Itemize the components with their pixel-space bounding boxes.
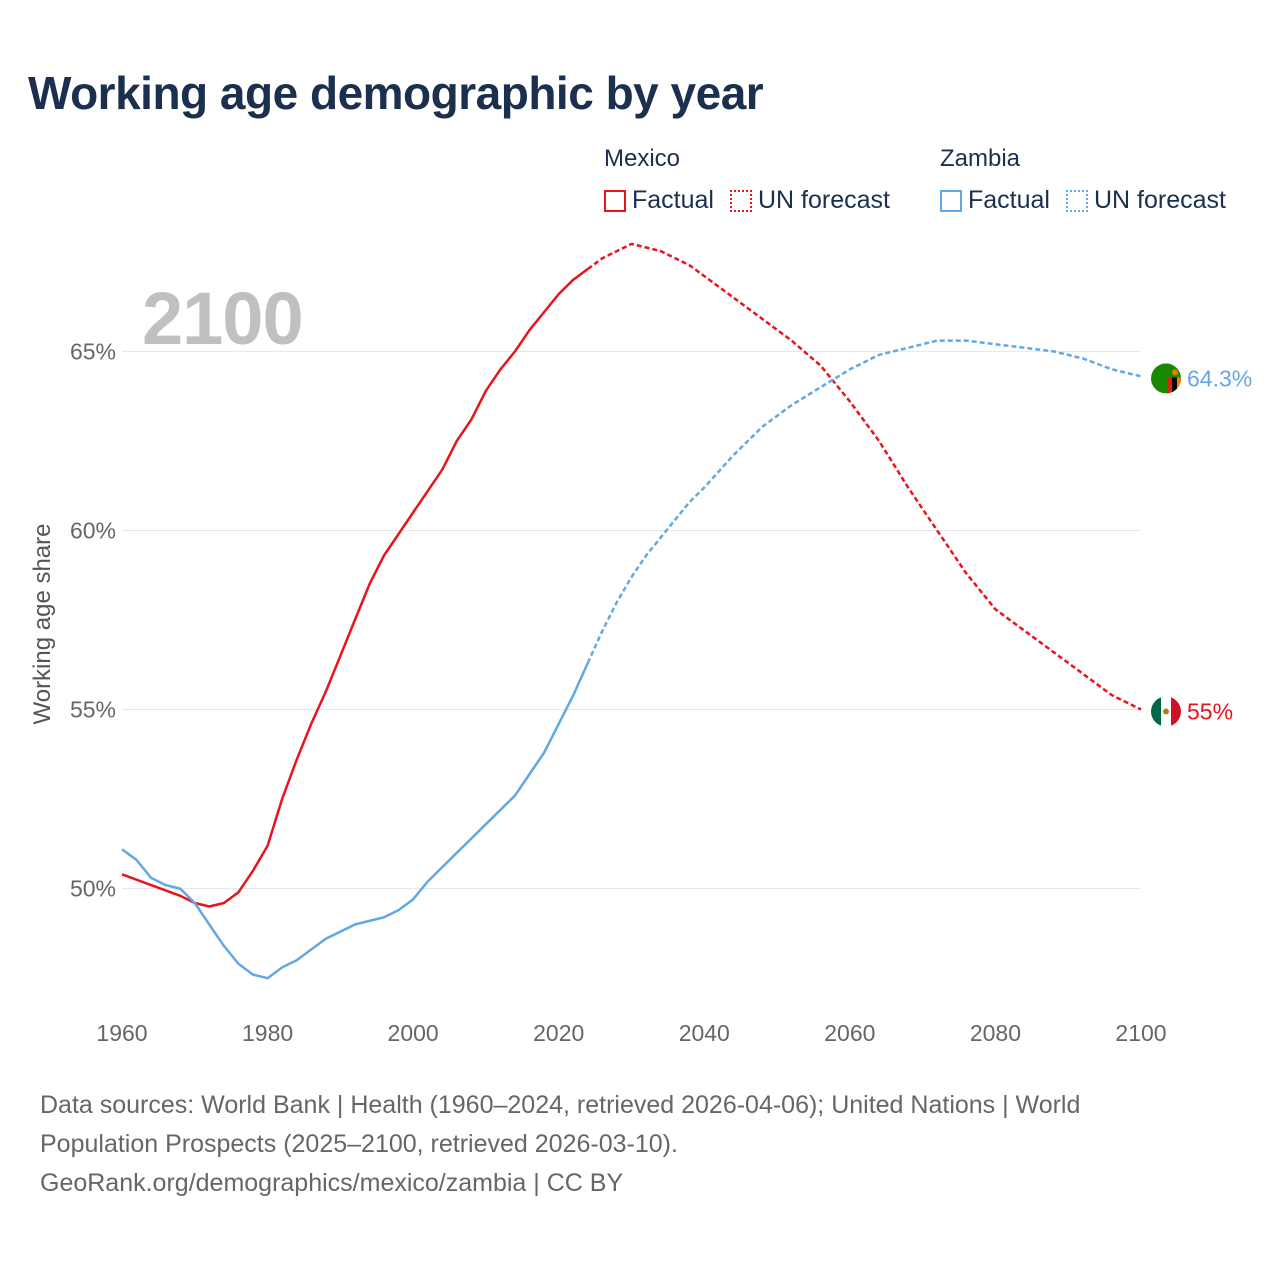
legend-group-label: Mexico [604,145,681,172]
end-value-label: 55% [1187,699,1233,725]
legend-swatch-dotted [729,189,752,212]
legend-item-zambia-factual[interactable]: Factual [940,186,1050,215]
series-line-zambia-forecast[interactable] [586,339,1142,664]
x-tick-label: 1960 [96,1020,147,1046]
x-tick-label: 2000 [388,1020,439,1046]
series [121,242,1142,980]
zambia-flag-icon [1151,363,1181,394]
series-line-mexico-factual[interactable] [121,267,589,908]
y-tick-label: 50% [70,876,116,902]
x-tick-label: 2080 [970,1020,1021,1046]
x-tick-label: 2060 [824,1020,875,1046]
legend-swatch-solid [940,189,962,212]
legend-item-label: UN forecast [1093,186,1226,214]
x-tick-label: 2020 [533,1020,584,1046]
y-tick-label: 60% [70,517,116,543]
legend-group-zambia: Zambia Factual UN forecast [940,144,1242,215]
end-value-label: 64.3% [1187,365,1252,391]
series-line-zambia-factual[interactable] [121,662,589,980]
legend-swatch-solid [604,189,626,212]
x-tick-label: 2100 [1115,1020,1166,1046]
legend-item-label: UN forecast [757,186,890,214]
source-link[interactable]: GeoRank.org/demographics/mexico/zambia |… [40,1169,624,1197]
y-tick-label: 55% [70,697,116,723]
footer: Data sources: World Bank | Health (1960–… [40,1086,1160,1203]
legend-item-mexico-factual[interactable]: Factual [604,186,714,215]
legend-group-mexico: Mexico Factual UN forecast [604,144,906,215]
end-markers: 64.3% 55% [1151,363,1252,727]
legend-item-zambia-forecast[interactable]: UN forecast [1065,186,1226,215]
legend-group-label: Zambia [940,145,1021,172]
y-tick-label: 65% [70,338,116,364]
data-sources: Data sources: World Bank | Health (1960–… [40,1091,1081,1158]
series-line-mexico-forecast[interactable] [587,242,1142,711]
legend-item-mexico-forecast[interactable]: UN forecast [729,186,890,215]
current-year-label: 2100 [142,277,304,360]
legend-item-label: Factual [968,186,1050,214]
line-chart: 50% 55% 60% 65% 1960 1980 2000 2020 2040 2060 2080… [29,242,1252,1046]
x-tick-label: 1980 [242,1020,293,1046]
legend-item-label: Factual [632,186,714,214]
chart-title: Working age demographic by year [28,67,764,119]
y-axis-label: Working age share [29,524,56,725]
axes: 50% 55% 60% 65% 1960 1980 2000 2020 2040 2060 2080… [70,338,1167,1046]
x-tick-label: 2040 [679,1020,730,1046]
legend-swatch-dotted [1065,189,1088,212]
mexico-flag-icon [1151,696,1181,727]
gridlines [122,350,1141,890]
